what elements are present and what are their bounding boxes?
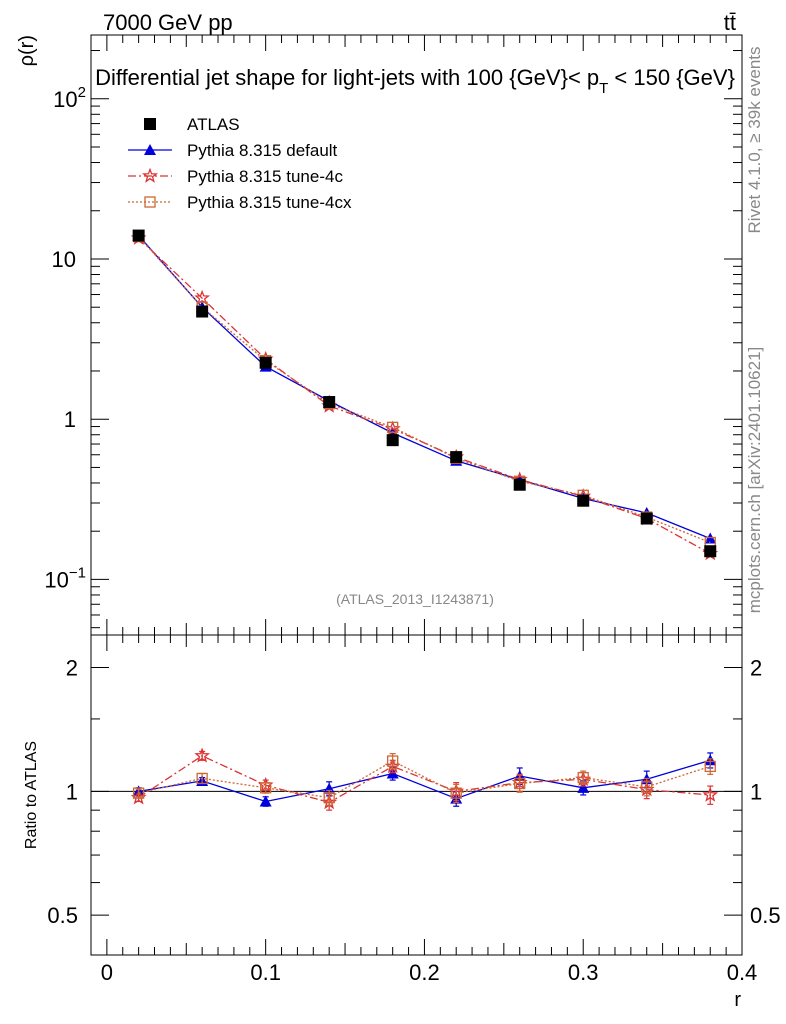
chart-title-main: Differential jet shape for light-jets wi… (95, 65, 599, 90)
data-point (513, 478, 526, 491)
x-tick-label: 0.4 (727, 960, 758, 985)
ratio-point (194, 747, 211, 763)
legend-entry: Pythia 8.315 tune-4c (128, 167, 343, 186)
x-tick-label: 0.2 (409, 960, 440, 985)
series-pythia-8-315-tune-4c (130, 229, 719, 561)
legend-marker (144, 118, 156, 130)
ratio-point (577, 781, 590, 793)
main-y-tick-label: 102 (53, 84, 86, 112)
main-series (130, 229, 719, 561)
ratio-y-tick-label: 2 (66, 656, 78, 681)
analysis-watermark: (ATLAS_2013_I1243871) (336, 591, 494, 607)
main-y-tick-label: 10 (52, 247, 76, 272)
main-y-axis-label: ρ(r) (16, 35, 38, 66)
main-y-tick-label: 1 (64, 407, 76, 432)
data-point (577, 494, 590, 507)
ratio-y-tick-label-right: 0.5 (750, 903, 781, 928)
ratio-y-tick-label-right: 1 (750, 779, 762, 804)
legend-marker (144, 196, 156, 208)
data-point (194, 289, 211, 305)
ratio-point (702, 786, 719, 802)
ratio-point (514, 777, 526, 790)
ratio-y-tick-label: 1 (66, 779, 78, 804)
x-axis-label: r (734, 989, 741, 1011)
data-point (132, 229, 145, 242)
legend-marker (142, 167, 158, 183)
rivet-label: Rivet 4.1.0, ≥ 39k events (745, 47, 764, 234)
ratio-line (138, 755, 711, 804)
main-axis-ticks: 102 10 1 10−1 (44, 50, 742, 629)
ratio-point (323, 792, 335, 804)
ratio-point (132, 787, 145, 799)
ratio-point (704, 760, 716, 773)
series-line (138, 235, 711, 540)
main-y-tick-label: 10−1 (44, 564, 86, 592)
x-tick-label: 0 (101, 960, 113, 985)
ratio-point (196, 772, 208, 785)
ratio-point (450, 787, 462, 799)
legend-label: ATLAS (187, 115, 240, 134)
data-point (323, 396, 336, 409)
legend-label: Pythia 8.315 tune-4c (187, 167, 343, 186)
ratio-series-pythia-8-315-default (132, 752, 717, 807)
chart-title-subscript: T (599, 80, 608, 97)
legend-label: Pythia 8.315 default (187, 141, 338, 160)
data-point (704, 545, 717, 558)
data-point (640, 512, 653, 525)
ratio-series (130, 747, 719, 811)
ratio-line (138, 759, 711, 803)
energy-label: 7000 GeV pp (103, 10, 233, 35)
chart-title-tail: < 150 {GeV} (608, 65, 735, 90)
ratio-series-pythia-8-315-tune-4cx (132, 753, 716, 806)
series-line (138, 237, 711, 555)
data-point (259, 356, 272, 369)
mcplots-label: mcplots.cern.ch [arXiv:2401.10621] (745, 347, 764, 613)
x-tick-label: 0.3 (568, 960, 599, 985)
data-point (387, 421, 399, 433)
legend-entry: Pythia 8.315 default (128, 141, 338, 160)
series-pythia-8-315-default (132, 229, 717, 544)
series-pythia-8-315-tune-4cx (132, 230, 716, 549)
x-tick-label: 0.1 (250, 960, 281, 985)
ratio-point (260, 782, 272, 794)
ratio-point (387, 755, 399, 767)
legend-marker (144, 144, 156, 155)
legend: ATLAS Pythia 8.315 default Pythia 8.315 tu… (128, 115, 352, 212)
series-atlas (132, 229, 717, 558)
process-label: tt̄ (724, 10, 736, 35)
legend-label: Pythia 8.315 tune-4cx (187, 193, 352, 212)
ratio-point (259, 795, 272, 807)
legend-entry: Pythia 8.315 tune-4cx (128, 193, 352, 212)
ratio-axis-ticks: 2 2 1 1 0.5 0.5 0 0.1 0.2 0.3 0.4 (47, 35, 781, 985)
data-point (386, 434, 399, 447)
data-point (450, 451, 463, 464)
ratio-y-tick-label: 0.5 (47, 903, 78, 928)
data-point (196, 305, 209, 318)
ratio-point (577, 771, 589, 784)
chart-title: Differential jet shape for light-jets wi… (95, 65, 735, 97)
ratio-y-tick-label-right: 2 (750, 656, 762, 681)
ratio-plot-frame (90, 634, 743, 956)
series-line (138, 236, 711, 544)
ratio-y-axis-label: Ratio to ATLAS (23, 741, 40, 849)
ratio-series-pythia-8-315-tune-4c (130, 747, 719, 811)
ratio-point (641, 781, 653, 793)
legend-entry: ATLAS (144, 115, 240, 134)
ratio-line (138, 760, 711, 799)
